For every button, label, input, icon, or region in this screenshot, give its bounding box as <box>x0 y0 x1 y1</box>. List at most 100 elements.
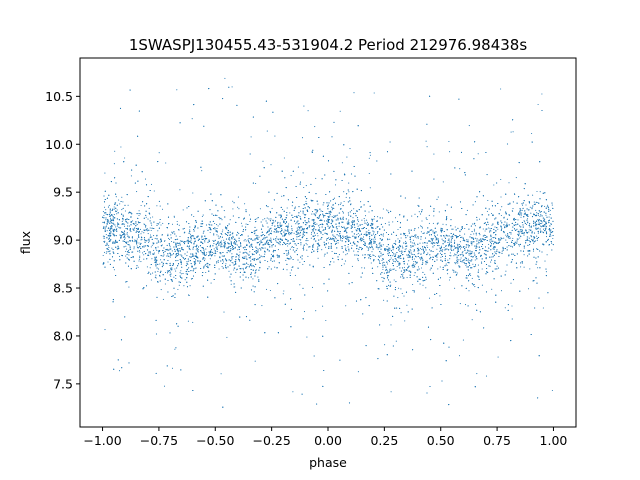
data-point <box>310 237 312 239</box>
data-point <box>528 229 530 231</box>
data-point <box>180 260 182 262</box>
data-point <box>109 240 111 243</box>
data-point <box>377 248 379 250</box>
data-point <box>129 245 131 247</box>
data-point <box>338 239 340 241</box>
data-point <box>403 295 405 297</box>
data-point <box>510 232 512 234</box>
data-point <box>489 240 491 242</box>
data-point <box>351 265 353 267</box>
data-point <box>244 239 246 241</box>
data-point <box>407 235 409 237</box>
data-point <box>298 238 300 240</box>
data-point <box>456 272 458 274</box>
data-point <box>249 220 251 223</box>
data-point <box>153 252 156 254</box>
data-point <box>436 256 438 258</box>
data-point <box>286 269 288 271</box>
data-point <box>185 241 187 243</box>
data-point <box>385 232 388 234</box>
data-point <box>245 255 247 257</box>
data-point <box>419 247 421 249</box>
data-point <box>189 248 191 250</box>
data-point <box>258 254 261 256</box>
data-point <box>368 224 370 226</box>
data-point <box>343 236 345 238</box>
data-point <box>508 255 510 257</box>
data-point <box>266 243 268 245</box>
data-point <box>111 214 113 217</box>
data-point <box>262 237 265 239</box>
data-point <box>539 215 541 218</box>
data-point <box>537 214 539 217</box>
data-point <box>440 256 442 258</box>
data-point <box>240 245 242 247</box>
data-point <box>234 247 236 249</box>
data-point <box>546 254 548 256</box>
data-point <box>461 252 463 254</box>
data-point <box>217 260 219 262</box>
data-point <box>159 241 161 243</box>
data-point <box>512 237 514 239</box>
data-point <box>286 226 289 228</box>
data-point <box>408 253 410 255</box>
data-point <box>377 246 379 249</box>
data-point <box>372 227 374 229</box>
data-point <box>113 163 115 165</box>
data-point <box>417 266 420 268</box>
data-point <box>455 261 457 264</box>
data-point <box>178 224 180 226</box>
data-point <box>175 239 177 241</box>
data-point <box>191 118 193 120</box>
data-point <box>462 239 464 241</box>
data-point <box>151 224 153 226</box>
data-point <box>277 249 279 251</box>
data-point <box>148 250 150 253</box>
data-point <box>464 227 466 230</box>
data-point <box>232 235 234 237</box>
data-point <box>290 175 292 177</box>
data-point <box>456 260 458 262</box>
data-point <box>257 276 259 278</box>
data-point <box>201 237 203 239</box>
data-point <box>132 240 134 242</box>
data-point <box>298 214 300 216</box>
data-point <box>163 385 166 387</box>
data-point <box>175 235 177 237</box>
data-point <box>290 255 292 257</box>
data-point <box>492 248 494 250</box>
data-point <box>416 237 418 239</box>
data-point <box>422 284 424 286</box>
data-point <box>113 208 115 210</box>
data-point <box>477 153 479 155</box>
data-point <box>221 219 223 221</box>
data-point <box>454 226 456 228</box>
data-point <box>238 233 240 235</box>
data-point <box>403 234 405 236</box>
data-point <box>305 242 307 244</box>
data-point <box>488 227 490 229</box>
data-point <box>105 209 107 211</box>
data-point <box>432 232 434 234</box>
data-point <box>164 271 167 274</box>
data-point <box>397 228 399 231</box>
data-point <box>160 224 162 226</box>
data-point <box>125 255 127 257</box>
data-point <box>179 189 181 191</box>
data-point <box>271 207 273 209</box>
data-point <box>551 204 553 206</box>
data-point <box>541 222 543 225</box>
data-point <box>514 242 516 244</box>
data-point <box>113 269 115 271</box>
data-point <box>137 230 139 232</box>
data-point <box>143 246 145 248</box>
data-point <box>333 207 335 210</box>
data-point <box>322 216 325 218</box>
data-point <box>531 230 533 232</box>
data-point <box>408 230 410 232</box>
data-point <box>454 262 456 264</box>
data-point <box>202 238 205 240</box>
data-point <box>313 232 315 234</box>
data-point <box>102 235 104 237</box>
data-point <box>359 234 361 236</box>
